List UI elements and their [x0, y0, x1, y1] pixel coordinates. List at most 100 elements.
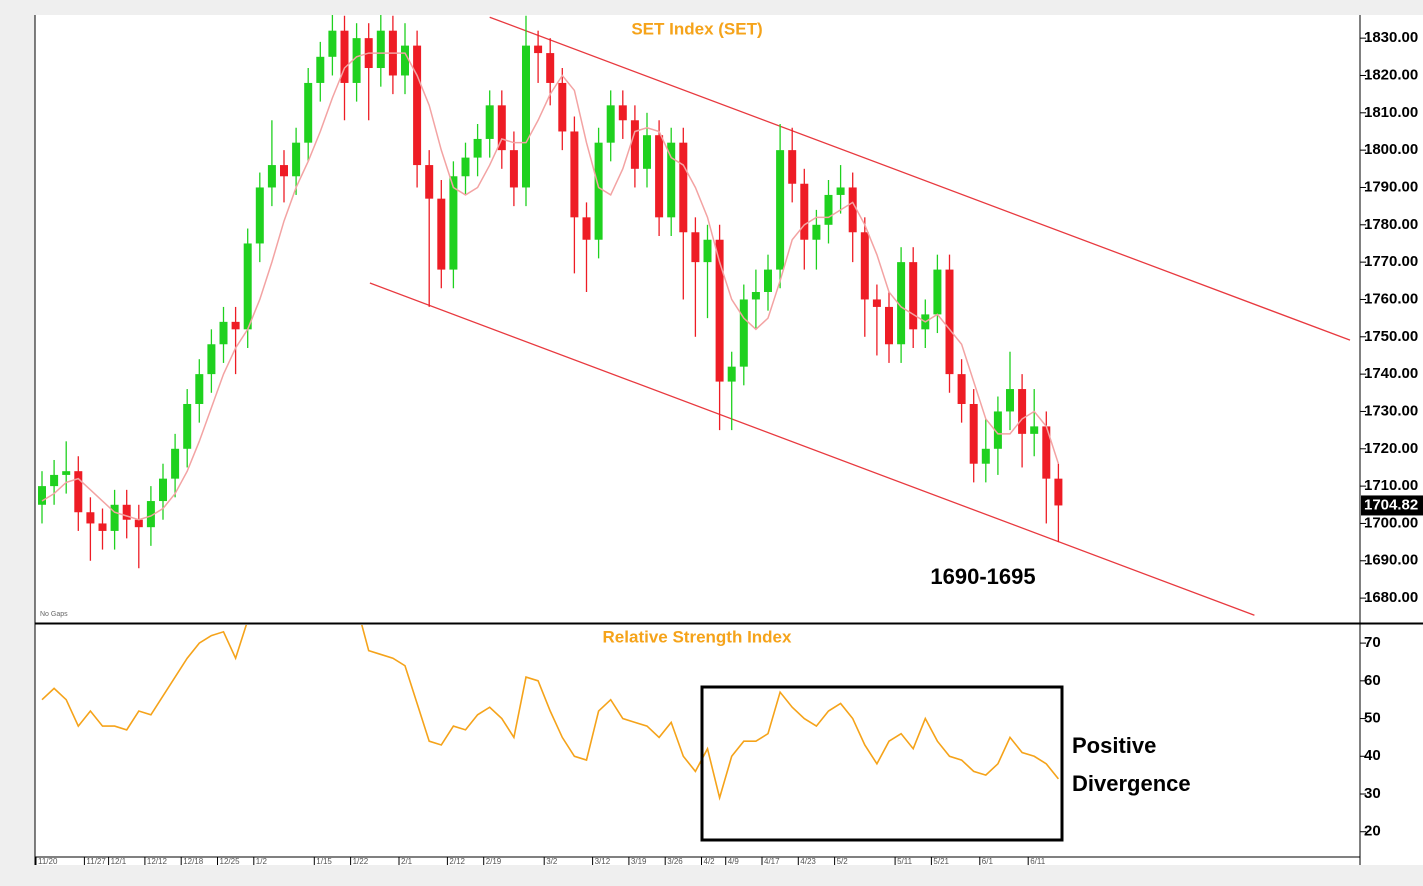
- candle-body: [159, 478, 167, 502]
- trend-line: [489, 16, 1351, 341]
- x-tick-label: 1/15: [316, 857, 332, 866]
- candle-body: [872, 299, 881, 307]
- last-price-box: [1361, 495, 1423, 516]
- candle-body: [497, 105, 506, 151]
- y-tick-label: 1760.00: [1364, 290, 1418, 307]
- candle-body: [292, 142, 301, 177]
- x-tick-label: 1/2: [256, 857, 268, 866]
- y-tick-label: 1710.00: [1364, 477, 1418, 494]
- x-tick-label: 4/2: [704, 857, 716, 866]
- candle-body: [171, 448, 180, 479]
- y-tick-label: 1790.00: [1364, 178, 1418, 195]
- candle-body: [413, 45, 422, 166]
- y-tick-label: 30: [1364, 785, 1381, 802]
- candle-body: [824, 194, 833, 225]
- candle-body: [255, 187, 264, 244]
- last-price-label: 1704.82: [1364, 496, 1418, 513]
- y-tick-label: 40: [1364, 747, 1381, 764]
- x-tick-label: 3/2: [546, 857, 558, 866]
- candle-body: [267, 165, 276, 188]
- candle-body: [800, 183, 809, 240]
- candle-body: [340, 30, 349, 83]
- candle-body: [207, 344, 216, 375]
- candle-body: [38, 486, 46, 505]
- x-tick-label: 6/1: [982, 857, 994, 866]
- axes: 1680.00 1690.00 1700.00 1710.00 1720.00 1730.…: [35, 29, 1423, 866]
- candle-body: [981, 448, 990, 464]
- y-tick-label: 1770.00: [1364, 253, 1418, 270]
- candle-body: [606, 105, 615, 143]
- price-title: SET Index (SET): [631, 19, 762, 38]
- y-tick-label: 1750.00: [1364, 328, 1418, 345]
- x-tick-label: 3/19: [631, 857, 647, 866]
- x-tick-label: 12/1: [111, 857, 127, 866]
- candle-body: [570, 131, 579, 218]
- candle-body: [739, 299, 748, 367]
- candle-body: [655, 135, 664, 218]
- candle-body: [304, 82, 313, 143]
- candle-body: [183, 403, 192, 449]
- candle-body: [788, 150, 797, 184]
- candle-body: [594, 142, 603, 240]
- y-tick-label: 50: [1364, 710, 1381, 727]
- candle-body: [534, 45, 543, 54]
- price-panel: [38, 15, 1351, 616]
- y-tick-label: 70: [1364, 634, 1381, 651]
- candle-body: [546, 53, 555, 83]
- x-tick-label: 11/27: [86, 857, 106, 866]
- y-tick-label: 1730.00: [1364, 402, 1418, 419]
- candle-body: [195, 374, 204, 404]
- candle-body: [643, 135, 651, 169]
- candle-body: [1006, 389, 1014, 412]
- candle-body: [993, 411, 1002, 449]
- candle-body: [860, 232, 869, 300]
- candle-body: [50, 474, 59, 487]
- candle-body: [630, 120, 639, 169]
- y-tick-label: 1830.00: [1364, 29, 1418, 46]
- candle-body: [1054, 478, 1063, 506]
- x-tick-label: 5/11: [897, 857, 913, 866]
- x-tick-label: 11/20: [38, 857, 58, 866]
- candle-body: [280, 165, 288, 177]
- candle-body: [1030, 426, 1039, 434]
- candle-body: [401, 45, 409, 76]
- candle-body: [461, 157, 470, 177]
- candle-body: [243, 243, 252, 330]
- candle-body: [219, 321, 228, 345]
- candle-body: [848, 187, 857, 233]
- x-tick-label: 12/12: [147, 857, 168, 866]
- candle-body: [98, 523, 107, 531]
- candle-body: [522, 45, 530, 188]
- x-tick-label: 2/1: [401, 857, 413, 866]
- divergence-annotation: Divergence: [1072, 771, 1191, 796]
- rsi-line: [41, 625, 1060, 801]
- candle-body: [703, 239, 712, 263]
- candle-body: [751, 291, 760, 300]
- x-tick-label: 5/21: [933, 857, 949, 866]
- x-tick-label: 12/18: [183, 857, 204, 866]
- candle-body: [957, 374, 966, 404]
- candle-body: [231, 321, 240, 330]
- candle-body: [836, 187, 845, 195]
- y-tick-label: 1700.00: [1364, 514, 1418, 531]
- plot-area: [35, 15, 1423, 865]
- y-tick-label: 20: [1364, 823, 1381, 840]
- candle-body: [509, 150, 518, 188]
- candle-body: [62, 471, 71, 475]
- no-gaps-note: No Gaps: [40, 611, 68, 618]
- y-tick-label: 1780.00: [1364, 216, 1418, 233]
- candle-body: [1018, 389, 1027, 434]
- candle-body: [897, 262, 906, 345]
- x-tick-label: 6/11: [1030, 857, 1046, 866]
- candle-body: [110, 504, 119, 531]
- candle-body: [425, 165, 434, 199]
- x-tick-label: 4/9: [728, 857, 740, 866]
- candle-body: [764, 269, 772, 292]
- candle-body: [667, 142, 676, 218]
- candle-body: [558, 82, 567, 132]
- candle-body: [727, 366, 736, 382]
- candle-body: [618, 105, 627, 121]
- candle-body: [485, 105, 494, 139]
- x-tick-label: 2/12: [449, 857, 465, 866]
